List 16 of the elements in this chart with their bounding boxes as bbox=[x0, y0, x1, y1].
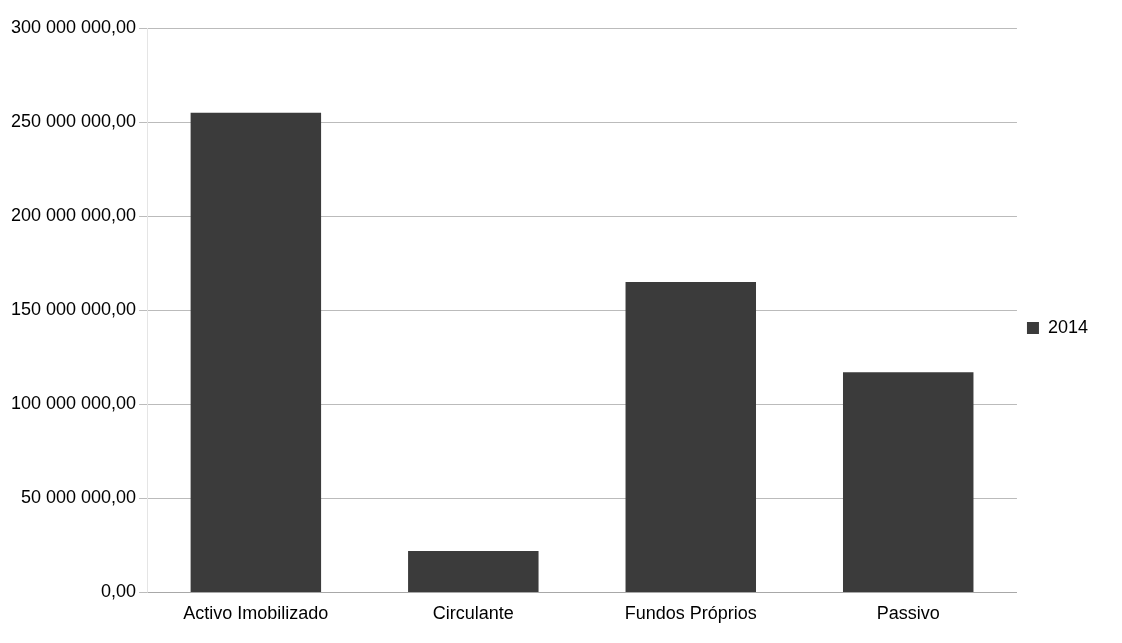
x-tick-label: Passivo bbox=[876, 603, 940, 624]
bar bbox=[190, 112, 322, 592]
x-tick-label: Circulante bbox=[432, 603, 514, 624]
y-tick-label: 0,00 bbox=[101, 581, 137, 602]
y-tick-label: 150 000 000,00 bbox=[11, 299, 137, 320]
bar bbox=[625, 281, 757, 592]
x-tick-label: Activo Imobilizado bbox=[183, 603, 329, 624]
y-tick-label: 250 000 000,00 bbox=[11, 111, 137, 132]
y-tick-label: 300 000 000,00 bbox=[11, 16, 137, 37]
legend-label: 2014 bbox=[1047, 316, 1088, 337]
bar bbox=[408, 551, 539, 592]
x-tick-label: Fundos Próprios bbox=[624, 603, 757, 624]
y-tick-label: 50 000 000,00 bbox=[21, 487, 137, 508]
y-tick-label: 100 000 000,00 bbox=[11, 393, 137, 414]
y-tick-label: 200 000 000,00 bbox=[11, 205, 137, 226]
bar bbox=[842, 372, 974, 592]
